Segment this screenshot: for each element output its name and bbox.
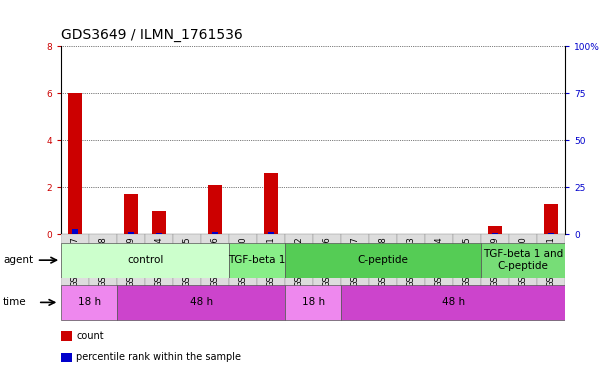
Bar bbox=[229, 243, 285, 278]
Text: GSM507429: GSM507429 bbox=[491, 236, 500, 286]
Text: GSM507431: GSM507431 bbox=[547, 236, 555, 287]
Bar bbox=[152, 211, 166, 234]
Text: agent: agent bbox=[3, 255, 33, 265]
Bar bbox=[481, 234, 509, 290]
Text: control: control bbox=[127, 255, 163, 265]
Bar bbox=[89, 234, 117, 290]
Bar bbox=[488, 226, 502, 234]
Text: 48 h: 48 h bbox=[442, 297, 465, 308]
Text: 18 h: 18 h bbox=[78, 297, 101, 308]
Text: GSM507425: GSM507425 bbox=[463, 236, 472, 286]
Text: TGF-beta 1 and
C-peptide: TGF-beta 1 and C-peptide bbox=[483, 249, 563, 271]
Bar bbox=[548, 233, 554, 234]
Bar bbox=[537, 234, 565, 290]
Text: GSM507423: GSM507423 bbox=[407, 236, 415, 287]
Text: GSM507416: GSM507416 bbox=[211, 236, 219, 287]
Text: GSM507428: GSM507428 bbox=[379, 236, 387, 287]
Bar bbox=[173, 234, 201, 290]
Bar bbox=[128, 232, 134, 234]
Bar bbox=[397, 234, 425, 290]
Bar bbox=[313, 234, 341, 290]
Bar bbox=[341, 234, 369, 290]
Bar bbox=[492, 233, 499, 234]
Bar bbox=[72, 228, 78, 234]
Bar bbox=[208, 185, 222, 234]
Bar bbox=[544, 204, 558, 234]
Bar bbox=[229, 234, 257, 290]
Bar bbox=[117, 285, 285, 320]
Text: GSM507421: GSM507421 bbox=[266, 236, 276, 286]
Text: GSM507415: GSM507415 bbox=[183, 236, 192, 286]
Text: GSM507422: GSM507422 bbox=[295, 236, 304, 286]
Text: 18 h: 18 h bbox=[302, 297, 324, 308]
Text: time: time bbox=[3, 297, 27, 308]
Bar bbox=[425, 234, 453, 290]
Bar bbox=[156, 233, 163, 234]
Text: GSM507417: GSM507417 bbox=[71, 236, 79, 287]
Text: GSM507424: GSM507424 bbox=[434, 236, 444, 286]
Bar bbox=[257, 234, 285, 290]
Bar bbox=[124, 194, 138, 234]
Bar bbox=[453, 234, 481, 290]
Bar bbox=[341, 285, 565, 320]
Text: 48 h: 48 h bbox=[189, 297, 213, 308]
Bar bbox=[117, 234, 145, 290]
Text: C-peptide: C-peptide bbox=[357, 255, 409, 265]
Bar bbox=[481, 243, 565, 278]
Text: TGF-beta 1: TGF-beta 1 bbox=[229, 255, 286, 265]
Bar bbox=[509, 234, 537, 290]
Bar bbox=[264, 173, 278, 234]
Bar bbox=[61, 234, 89, 290]
Bar bbox=[61, 285, 117, 320]
Bar bbox=[285, 285, 341, 320]
Text: GSM507418: GSM507418 bbox=[98, 236, 108, 287]
Text: GSM507414: GSM507414 bbox=[155, 236, 164, 286]
Bar bbox=[68, 93, 82, 234]
Bar bbox=[285, 243, 481, 278]
Bar bbox=[285, 234, 313, 290]
Text: GSM507427: GSM507427 bbox=[351, 236, 360, 287]
Bar bbox=[369, 234, 397, 290]
Bar bbox=[201, 234, 229, 290]
Bar bbox=[212, 232, 218, 234]
Text: GSM507426: GSM507426 bbox=[323, 236, 332, 287]
Text: count: count bbox=[76, 331, 104, 341]
Text: GSM507430: GSM507430 bbox=[519, 236, 528, 287]
Text: GDS3649 / ILMN_1761536: GDS3649 / ILMN_1761536 bbox=[61, 28, 243, 42]
Text: GSM507420: GSM507420 bbox=[239, 236, 247, 286]
Text: percentile rank within the sample: percentile rank within the sample bbox=[76, 352, 241, 362]
Text: GSM507419: GSM507419 bbox=[126, 236, 136, 286]
Bar bbox=[61, 243, 229, 278]
Bar bbox=[145, 234, 173, 290]
Bar bbox=[268, 232, 274, 234]
